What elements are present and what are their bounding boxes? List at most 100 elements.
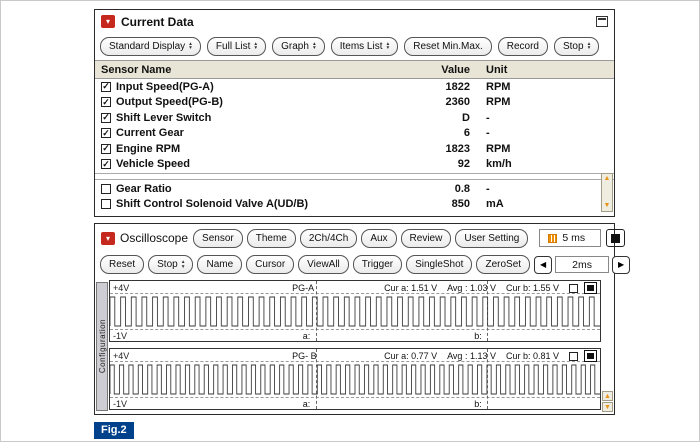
oscilloscope-user-setting-label: User Setting <box>464 232 520 244</box>
sensor-checkbox[interactable]: ✓ <box>101 96 111 108</box>
maximize-icon-bar <box>598 18 606 20</box>
oscilloscope-trigger-label: Trigger <box>361 259 394 270</box>
scope-scrollbar[interactable]: ▲ ▼ <box>602 391 613 412</box>
sensor-name-cell: ✓ Output Speed(PG-B) <box>101 96 400 108</box>
channel-header: +4V PG-A Cur a: 1.51 V Avg : 1.03 V Cur b: 1… <box>113 282 597 294</box>
sensor-extra-region: Gear Ratio 0.8 - Shift Control Solenoid Val… <box>95 173 614 212</box>
current-data-title: Current Data <box>121 14 194 29</box>
sensor-value: 92 <box>457 158 470 171</box>
sensor-checkbox[interactable] <box>101 183 111 194</box>
oscilloscope-toolbar-2-row: Reset Stop ▴ ▾ Name Cursor ViewAll Trigger Singl… <box>95 251 631 278</box>
scope-scroll-down-button[interactable]: ▼ <box>602 402 613 412</box>
oscilloscope-aux-label: Aux <box>370 232 388 244</box>
oscilloscope-singleshot-button[interactable]: SingleShot <box>406 255 473 274</box>
oscilloscope-aux-button[interactable]: Aux <box>361 228 397 248</box>
sensor-table-row: Gear Ratio 0.8 - <box>95 181 614 197</box>
sensor-name-cell: Gear Ratio <box>101 183 400 195</box>
sensor-checkbox[interactable]: ✓ <box>101 127 111 139</box>
sensor-unit: km/h <box>486 158 512 171</box>
sensor-value: 2360 <box>445 96 470 109</box>
square-wave-pg-b <box>110 364 600 395</box>
channel-checkbox[interactable] <box>569 283 578 293</box>
oscilloscope-sensor-button[interactable]: Sensor <box>193 228 243 248</box>
oscilloscope-singleshot-label: SingleShot <box>415 259 464 270</box>
oscilloscope-reset-button[interactable]: Reset <box>100 255 145 274</box>
oscilloscope-theme-label: Theme <box>255 232 287 244</box>
oscilloscope-channel-pg-b: +4V PG- B Cur a: 0.77 V Avg : 1.13 V Cur b: … <box>109 348 601 410</box>
current-data-full-list-button[interactable]: Full List ▴ ▾ <box>206 36 267 56</box>
timebase-increase-button[interactable]: ▶ <box>612 255 631 274</box>
oscilloscope-cursor-label: Cursor <box>255 259 286 270</box>
current-data-app-icon: ▾ <box>101 15 115 28</box>
oscilloscope-viewall-button[interactable]: ViewAll <box>298 255 349 274</box>
spinner-icon: ▴ ▾ <box>587 40 591 51</box>
sensor-name-cell: ✓ Shift Lever Switch <box>101 112 400 124</box>
sensor-table-row: Shift Control Solenoid Valve A(UD/B) 850 m… <box>95 197 614 213</box>
sensor-name: Output Speed(PG-B) <box>116 96 223 109</box>
oscilloscope-name-button[interactable]: Name <box>197 255 243 274</box>
sensor-table-row: ✓ Current Gear 6 - <box>95 126 614 142</box>
channel-active-button[interactable] <box>584 282 597 294</box>
cursor-line-a[interactable] <box>315 349 317 409</box>
oscilloscope-review-button[interactable]: Review <box>400 228 452 248</box>
sensor-name-cell: ✓ Vehicle Speed <box>101 158 400 170</box>
scroll-up-button[interactable]: ▲ <box>603 175 611 182</box>
current-data-record-button[interactable]: Record <box>497 36 548 56</box>
channel-bottom-voltage-label: -1V <box>113 399 128 409</box>
current-data-reset-min-max-button[interactable]: Reset Min.Max. <box>404 36 492 56</box>
oscilloscope-trigger-button[interactable]: Trigger <box>352 255 403 274</box>
sensor-unit: RPM <box>486 96 511 109</box>
sensor-name: Engine RPM <box>116 142 181 155</box>
timebase-control: ◀ 2ms ▶ <box>534 255 631 274</box>
cursor-line-a[interactable] <box>315 281 317 341</box>
current-data-titlebar: ▾ Current Data <box>95 10 614 32</box>
sensor-checkbox[interactable]: ✓ <box>101 143 111 154</box>
sensor-checkbox[interactable] <box>101 199 111 210</box>
sensor-extra-rows: Gear Ratio 0.8 - Shift Control Solenoid Val… <box>95 181 614 212</box>
current-data-standard-display-button[interactable]: Standard Display ▴ ▾ <box>100 36 201 56</box>
current-data-items-list-button[interactable]: Items List ▴ ▾ <box>330 36 399 56</box>
stop-square-icon <box>611 233 621 243</box>
sensor-checkbox[interactable]: ✓ <box>101 112 111 123</box>
oscilloscope-viewall-label: ViewAll <box>307 259 340 270</box>
timebase-decrease-button[interactable]: ◀ <box>534 255 553 274</box>
oscilloscope-2ch-4ch-label: 2Ch/4Ch <box>308 232 349 244</box>
oscilloscope-2ch-4ch-button[interactable]: 2Ch/4Ch <box>299 228 358 248</box>
channel-top-voltage-label: +4V <box>113 283 130 293</box>
sensor-unit: - <box>486 111 490 124</box>
configuration-tab[interactable]: Configuration <box>96 282 108 411</box>
sensor-name: Current Gear <box>116 127 184 140</box>
oscilloscope-toolbar-1: Sensor Theme 2Ch/4Ch Aux Review User Setting <box>193 228 529 248</box>
cursor-a-readout: Cur a: 1.51 V <box>384 283 438 293</box>
maximize-icon[interactable] <box>596 16 608 27</box>
sensor-checkbox[interactable]: ✓ <box>101 158 111 170</box>
scope-scroll-up-button[interactable]: ▲ <box>602 391 613 401</box>
vertical-scrollbar[interactable]: ▲ ▼ <box>601 173 613 212</box>
current-data-toolbar: Standard Display ▴ ▾ Full List ▴ ▾ Graph ▴ ▾ Item… <box>95 32 614 60</box>
oscilloscope-stop-button[interactable]: Stop ▴ ▾ <box>148 255 194 274</box>
oscilloscope-user-setting-button[interactable]: User Setting <box>455 228 529 248</box>
sensor-name: Shift Lever Switch <box>116 111 212 124</box>
current-data-stop-label: Stop <box>562 40 584 52</box>
oscilloscope-channel-pg-a: +4V PG-A Cur a: 1.51 V Avg : 1.03 V Cur b: 1… <box>109 280 601 342</box>
sensor-checkbox[interactable]: ✓ <box>101 81 111 92</box>
channel-checkbox[interactable] <box>569 351 578 361</box>
sensor-unit: - <box>486 127 490 140</box>
channel-active-button[interactable] <box>584 350 597 362</box>
oscilloscope-theme-button[interactable]: Theme <box>246 228 296 248</box>
cursor-b-readout: Cur b: 0.81 V <box>505 351 559 361</box>
oscilloscope-name-label: Name <box>206 259 234 270</box>
cursor-b-label: b: <box>474 331 482 341</box>
current-data-stop-button[interactable]: Stop ▴ ▾ <box>553 36 600 56</box>
spinner-icon: ▴ ▾ <box>181 259 185 270</box>
sensor-name-cell: Shift Control Solenoid Valve A(UD/B) <box>101 198 400 210</box>
sensor-value: D <box>462 111 470 124</box>
record-stop-button[interactable] <box>606 229 626 247</box>
scroll-down-button[interactable]: ▼ <box>603 202 611 209</box>
oscilloscope-zeroset-button[interactable]: ZeroSet <box>476 255 531 274</box>
oscilloscope-cursor-button[interactable]: Cursor <box>246 255 295 274</box>
current-data-graph-button[interactable]: Graph ▴ ▾ <box>272 36 325 56</box>
figure-label: Fig.2 <box>94 422 134 439</box>
cursor-line-b[interactable] <box>487 349 489 409</box>
